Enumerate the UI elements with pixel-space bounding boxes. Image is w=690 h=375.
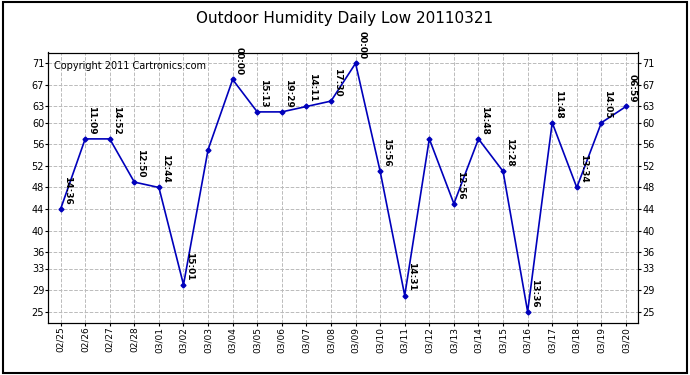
Text: 14:05: 14:05 xyxy=(603,90,612,118)
Text: 14:36: 14:36 xyxy=(63,176,72,205)
Text: 12:50: 12:50 xyxy=(137,149,146,178)
Text: 11:09: 11:09 xyxy=(87,106,96,135)
Text: 14:48: 14:48 xyxy=(480,106,489,135)
Text: 13:34: 13:34 xyxy=(579,154,588,183)
Text: 00:00: 00:00 xyxy=(235,47,244,75)
Text: 12:44: 12:44 xyxy=(161,154,170,183)
Text: 13:36: 13:36 xyxy=(530,279,539,308)
Text: Copyright 2011 Cartronics.com: Copyright 2011 Cartronics.com xyxy=(55,61,206,70)
Text: 14:52: 14:52 xyxy=(112,106,121,135)
Text: 15:01: 15:01 xyxy=(186,252,195,280)
Text: 15:56: 15:56 xyxy=(382,138,391,167)
Text: 12:28: 12:28 xyxy=(505,138,514,167)
Text: 17:30: 17:30 xyxy=(333,68,342,97)
Text: 15:13: 15:13 xyxy=(259,79,268,108)
Text: 12:56: 12:56 xyxy=(456,171,465,200)
Text: 11:48: 11:48 xyxy=(554,90,563,118)
Text: 06:59: 06:59 xyxy=(628,74,637,102)
Text: 00:00: 00:00 xyxy=(357,31,366,59)
Text: Outdoor Humidity Daily Low 20110321: Outdoor Humidity Daily Low 20110321 xyxy=(197,11,493,26)
Text: 14:31: 14:31 xyxy=(406,262,415,291)
Text: 14:11: 14:11 xyxy=(308,74,317,102)
Text: 19:29: 19:29 xyxy=(284,79,293,108)
